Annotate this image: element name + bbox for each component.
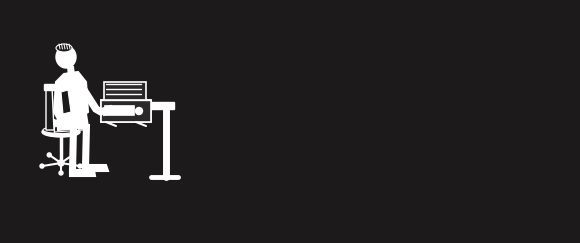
Polygon shape xyxy=(61,90,71,114)
Bar xyxy=(104,82,146,100)
Bar xyxy=(44,84,56,90)
Circle shape xyxy=(59,171,63,175)
Circle shape xyxy=(78,164,82,168)
Polygon shape xyxy=(101,106,114,115)
Polygon shape xyxy=(101,100,151,122)
Bar xyxy=(106,102,174,109)
Polygon shape xyxy=(83,165,108,171)
Circle shape xyxy=(47,153,51,157)
Circle shape xyxy=(58,160,64,166)
Bar xyxy=(101,100,151,122)
Ellipse shape xyxy=(43,127,79,133)
Ellipse shape xyxy=(56,44,72,52)
Polygon shape xyxy=(58,114,88,130)
Ellipse shape xyxy=(56,46,76,68)
Polygon shape xyxy=(68,67,74,75)
Circle shape xyxy=(40,164,44,168)
Circle shape xyxy=(136,107,143,114)
Polygon shape xyxy=(54,117,84,132)
Polygon shape xyxy=(46,87,54,130)
Polygon shape xyxy=(54,72,88,119)
Polygon shape xyxy=(70,170,95,176)
Polygon shape xyxy=(70,127,76,172)
Polygon shape xyxy=(83,125,89,167)
Ellipse shape xyxy=(42,127,80,137)
Polygon shape xyxy=(72,82,104,115)
Bar xyxy=(104,105,134,115)
Circle shape xyxy=(71,153,75,157)
